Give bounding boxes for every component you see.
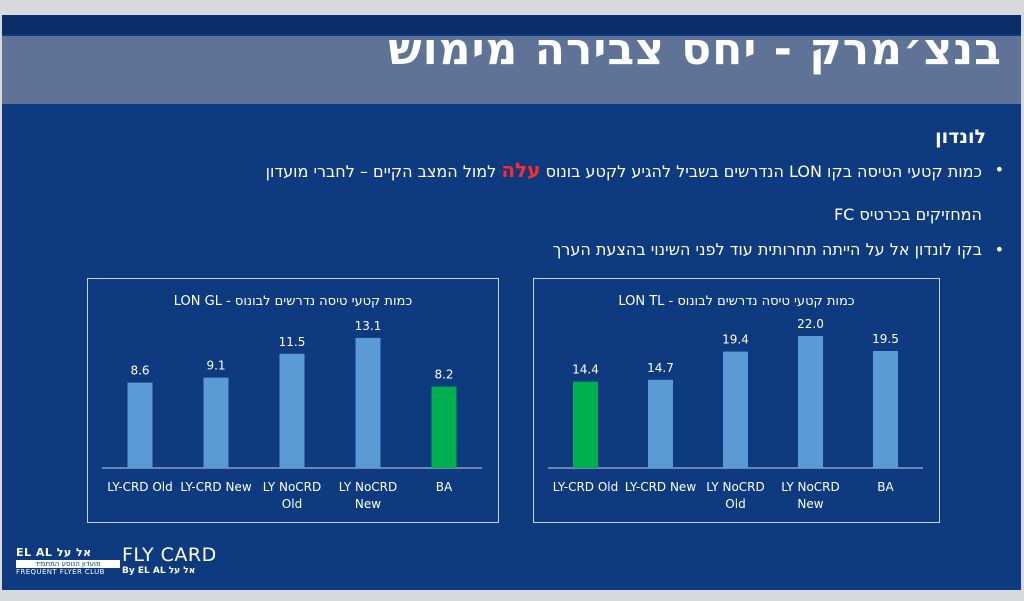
elal-logo: EL AL אל על מועדון הנוסע המתמיד FREQUENT…: [16, 546, 120, 576]
title-band: [2, 36, 1021, 104]
bullet-1: • כמות קטעי הטיסה בקו LON הנדרשים בשביל …: [82, 158, 1004, 184]
data-label: 9.1: [206, 359, 225, 373]
category-label: Old: [725, 497, 745, 511]
elal-logo-text: EL AL אל על: [16, 546, 92, 559]
section-title: לונדון: [935, 126, 986, 148]
category-label: LY-CRD New: [180, 480, 251, 494]
chart-lon-gl-svg: כמות קטעי טיסה נדרשים לבונוס - LON GL 8.6…: [102, 294, 482, 511]
flycard-by-text: By EL AL אל על: [122, 566, 196, 576]
category-label: LY NoCRD: [339, 480, 398, 494]
bullet-dot: •: [994, 240, 1004, 259]
chart-title: כמות קטעי טיסה נדרשים לבונוס - LON GL: [174, 294, 413, 309]
bar: [873, 351, 898, 468]
bullet-1-text-after: למול המצב הקיים – לחברי מועדון: [265, 162, 502, 181]
category-label: LY NoCRD: [781, 480, 840, 494]
category-label: Old: [282, 497, 302, 511]
category-label: LY-CRD Old: [107, 480, 173, 494]
flycard-logo: FLY CARD By EL AL אל על: [122, 544, 217, 576]
bullet-dot: •: [994, 160, 1004, 179]
bullet-1-text-before: כמות קטעי הטיסה בקו LON הנדרשים בשביל לה…: [540, 162, 982, 181]
chart-lon-tl-svg: כמות קטעי טיסה נדרשים לבונוס - LON TL 14.…: [548, 294, 923, 511]
slide: [2, 15, 1021, 590]
data-label: 22.0: [797, 317, 824, 331]
data-label: 19.5: [872, 332, 899, 346]
bullet-1-highlight: עלה: [501, 158, 541, 182]
category-label: BA: [877, 480, 894, 494]
category-label: BA: [436, 480, 453, 494]
chart-lon-gl: כמות קטעי טיסה נדרשים לבונוס - LON GL 8.6…: [87, 278, 499, 523]
data-label: 19.4: [722, 333, 749, 347]
category-label: LY NoCRD: [263, 480, 322, 494]
bar: [127, 382, 153, 468]
bar: [573, 381, 598, 468]
category-label: LY-CRD Old: [553, 480, 619, 494]
chart-lon-tl: כמות קטעי טיסה נדרשים לבונוס - LON TL 14.…: [533, 278, 940, 523]
elal-club-text: FREQUENT FLYER CLUB: [16, 568, 105, 576]
bar: [798, 336, 823, 468]
slide-title: בנצ׳מרק - יחס צבירה מימוש: [388, 24, 1002, 75]
bar: [723, 351, 748, 468]
category-label: New: [355, 497, 381, 511]
chart-title: כמות קטעי טיסה נדרשים לבונוס - LON TL: [618, 294, 854, 309]
data-label: 14.4: [572, 363, 599, 377]
bar: [648, 379, 673, 468]
category-label: LY-CRD New: [625, 480, 696, 494]
top-bar: [2, 15, 1021, 34]
bar: [279, 353, 305, 468]
bar: [355, 337, 381, 468]
category-label: LY NoCRD: [706, 480, 765, 494]
flycard-text: FLY CARD: [122, 544, 217, 566]
bar: [203, 377, 229, 468]
data-label: 8.6: [130, 364, 149, 378]
category-label: New: [797, 497, 823, 511]
bullet-2: • בקו לונדון אל על הייתה תחרותית עוד לפנ…: [82, 238, 1004, 262]
bullet-1-line-2: המחזיקים בכרטיס FC: [833, 205, 982, 224]
data-label: 11.5: [279, 335, 306, 349]
bar: [431, 386, 457, 468]
data-label: 13.1: [355, 319, 382, 333]
elal-logo-sub: מועדון הנוסע המתמיד: [16, 560, 120, 568]
bullet-2-text: בקו לונדון אל על הייתה תחרותית עוד לפני …: [552, 240, 982, 259]
data-label: 14.7: [647, 361, 674, 375]
data-label: 8.2: [434, 368, 453, 382]
